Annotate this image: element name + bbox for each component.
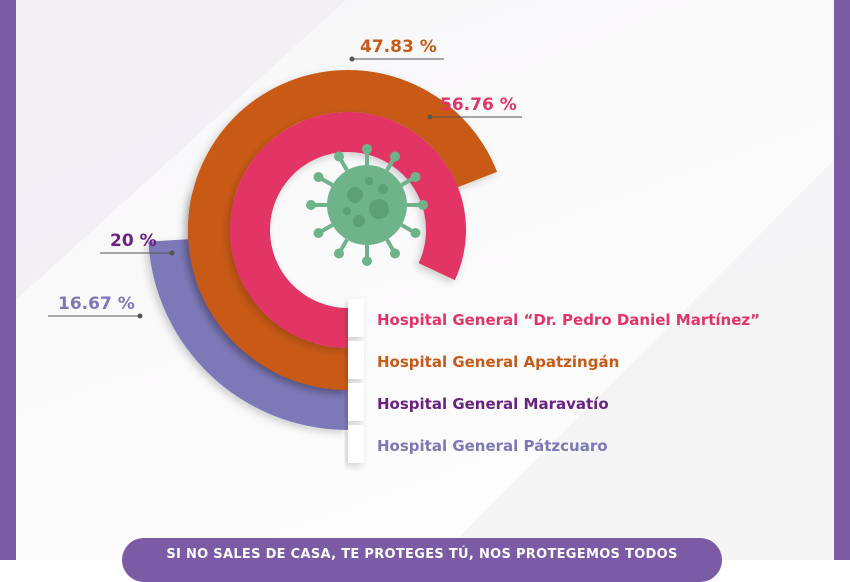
virus-icon [306, 144, 428, 266]
value-label-dot-1 [349, 56, 355, 62]
legend-tab-0 [348, 299, 364, 337]
value-label-dot-3 [137, 313, 143, 319]
bar-3 [148, 239, 348, 430]
value-label-1: 47.83 % [360, 37, 437, 57]
legend-label-3: Hospital General Pátzcuaro [377, 437, 608, 455]
left-frame-border [0, 0, 16, 560]
legend-label-2: Hospital General Maravatío [377, 395, 609, 413]
background-shade [16, 0, 834, 560]
legend-tab-3 [348, 425, 364, 463]
value-label-0: 56.76 % [440, 95, 517, 115]
value-label-2: 20 % [110, 231, 157, 251]
value-label-dot-0 [427, 114, 433, 120]
value-label-dot-2 [169, 250, 175, 256]
radial-bar-chart: Hospital General “Dr. Pedro Daniel Martí… [48, 37, 760, 463]
right-frame-border [834, 0, 850, 560]
bar-0 [230, 111, 466, 349]
value-label-3: 16.67 % [58, 294, 135, 314]
legend-label-0: Hospital General “Dr. Pedro Daniel Martí… [377, 311, 760, 329]
legend-tab-2 [348, 383, 364, 421]
legend-label-1: Hospital General Apatzingán [377, 353, 619, 371]
slogan-banner: SI NO SALES DE CASA, TE PROTEGES TÚ, NOS… [122, 538, 722, 582]
legend-tab-1 [348, 341, 364, 379]
